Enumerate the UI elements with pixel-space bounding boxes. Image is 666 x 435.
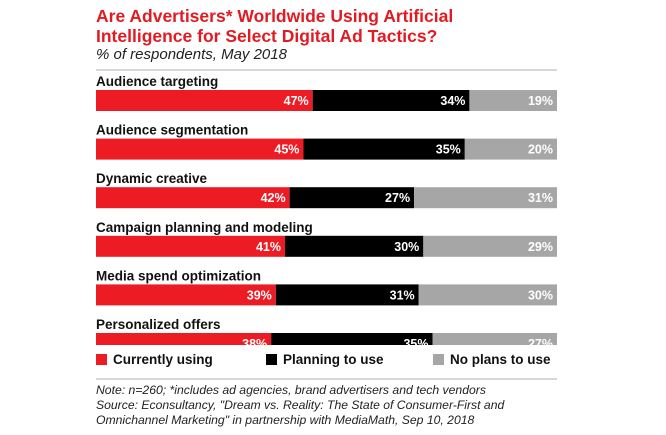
bar-dynamic-creative-currently-using <box>96 187 290 209</box>
legend-swatch-no-plans-to-use <box>433 354 444 365</box>
bottom-divider <box>96 378 557 380</box>
note-line-2: Source: Econsultancy, "Dream vs. Reality… <box>96 398 505 412</box>
bar-audience-targeting-currently-using <box>96 90 313 111</box>
value-label-audience-segmentation-currently-using: 45% <box>274 143 299 157</box>
legend-item-planning-to-use: Planning to use <box>266 352 384 367</box>
bar-campaign-planning-and-modeling-planning-to-use <box>285 235 424 257</box>
bar-audience-targeting-planning-to-use <box>312 90 470 111</box>
value-label-media-spend-optimization-planning-to-use: 31% <box>390 288 415 302</box>
legend-label-planning-to-use: Planning to use <box>283 352 384 367</box>
category-label-campaign-planning-and-modeling: Campaign planning and modeling <box>96 220 313 235</box>
value-label-campaign-planning-and-modeling-planning-to-use: 30% <box>394 240 419 254</box>
bar-campaign-planning-and-modeling-currently-using <box>96 235 286 257</box>
legend-swatch-planning-to-use <box>266 354 277 365</box>
bar-audience-segmentation-no-plans-to-use <box>464 138 557 160</box>
legend-label-no-plans-to-use: No plans to use <box>450 352 551 367</box>
bar-personalized-offers-currently-using <box>96 333 272 345</box>
value-label-media-spend-optimization-no-plans-to-use: 30% <box>528 288 553 302</box>
bar-personalized-offers-planning-to-use <box>271 333 433 345</box>
category-label-media-spend-optimization: Media spend optimization <box>96 268 261 283</box>
value-label-audience-segmentation-no-plans-to-use: 20% <box>528 143 553 157</box>
bar-personalized-offers-no-plans-to-use <box>432 333 557 345</box>
legend: Currently using Planning to use No plans… <box>96 352 566 370</box>
category-label-audience-targeting: Audience targeting <box>96 74 218 89</box>
value-label-audience-segmentation-planning-to-use: 35% <box>436 143 461 157</box>
stacked-bar-chart: Audience targeting 47% 34% 19% Audience segm… <box>96 74 557 345</box>
top-divider <box>96 69 557 71</box>
bar-media-spend-optimization-currently-using <box>96 284 276 306</box>
bar-media-spend-optimization-no-plans-to-use <box>418 284 557 306</box>
bar-audience-segmentation-planning-to-use <box>303 138 465 160</box>
value-label-campaign-planning-and-modeling-no-plans-to-use: 29% <box>528 240 553 254</box>
legend-label-currently-using: Currently using <box>113 352 213 367</box>
note-line-1: Note: n=260; *includes ad agencies, bran… <box>96 383 486 397</box>
chart-subtitle: % of respondents, May 2018 <box>96 46 287 63</box>
chart-title-line-1: Are Advertisers* Worldwide Using Artific… <box>96 6 454 26</box>
chart-note: Note: n=260; *includes ad agencies, bran… <box>96 383 656 428</box>
note-line-3: Omnichannel Marketing" in partnership wi… <box>96 413 475 427</box>
bar-dynamic-creative-planning-to-use <box>289 187 415 209</box>
bar-campaign-planning-and-modeling-no-plans-to-use <box>423 235 557 257</box>
category-label-personalized-offers: Personalized offers <box>96 317 221 332</box>
chart-title: Are Advertisers* Worldwide Using Artific… <box>96 6 656 46</box>
bar-media-spend-optimization-planning-to-use <box>275 284 419 306</box>
value-label-dynamic-creative-planning-to-use: 27% <box>385 191 410 205</box>
bar-audience-targeting-no-plans-to-use <box>469 90 557 111</box>
value-label-personalized-offers-no-plans-to-use: 27% <box>528 337 553 345</box>
legend-item-currently-using: Currently using <box>96 352 213 367</box>
value-label-personalized-offers-currently-using: 38% <box>242 337 267 345</box>
bar-audience-segmentation-currently-using <box>96 138 304 160</box>
value-label-audience-targeting-planning-to-use: 34% <box>440 94 465 108</box>
value-label-personalized-offers-planning-to-use: 35% <box>403 337 428 345</box>
chart-title-line-2: Intelligence for Select Digital Ad Tacti… <box>96 26 438 46</box>
value-label-audience-targeting-currently-using: 47% <box>284 94 309 108</box>
value-label-dynamic-creative-currently-using: 42% <box>261 191 286 205</box>
value-label-media-spend-optimization-currently-using: 39% <box>247 288 272 302</box>
category-label-audience-segmentation: Audience segmentation <box>96 123 248 138</box>
legend-item-no-plans-to-use: No plans to use <box>433 352 551 367</box>
legend-swatch-currently-using <box>96 354 107 365</box>
value-label-campaign-planning-and-modeling-currently-using: 41% <box>256 240 281 254</box>
value-label-dynamic-creative-no-plans-to-use: 31% <box>528 191 553 205</box>
value-label-audience-targeting-no-plans-to-use: 19% <box>528 94 553 108</box>
bar-dynamic-creative-no-plans-to-use <box>414 187 557 209</box>
category-label-dynamic-creative: Dynamic creative <box>96 171 208 186</box>
